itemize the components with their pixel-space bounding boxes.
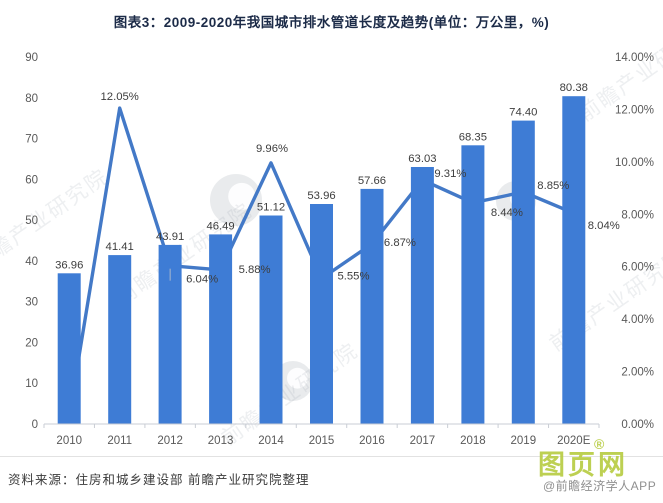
bar-value-label-2015: 53.96	[307, 190, 335, 202]
bar-value-label-2016: 57.66	[358, 175, 386, 187]
diagonal-watermark-text: 前瞻产业研究院	[112, 199, 257, 310]
right-axis: 0.00% 2.00% 4.00% 6.00% 8.00% 10.00% 12.00% 14.…	[615, 52, 654, 431]
growth-label-2013: 5.88%	[239, 264, 271, 276]
footer-divider	[0, 456, 663, 457]
growth-label-2018: 8.44%	[491, 207, 523, 219]
left-axis-tick-label: 40	[25, 256, 38, 268]
right-axis-tick-label: 6.00%	[621, 262, 654, 274]
left-axis-tick-label: 70	[25, 134, 38, 146]
tuyewang-logo-text: 图页网	[538, 450, 628, 480]
registered-mark: ®	[594, 436, 605, 452]
x-axis: 2010 2011 2012 2013 2014 2015 2016 2017 2018 2019…	[43, 423, 600, 447]
bar-value-label-2019: 74.40	[509, 107, 537, 119]
left-axis-tick-label: 60	[25, 174, 38, 186]
bar-2014	[259, 215, 283, 424]
bar-2019	[511, 120, 535, 424]
growth-label-2017: 9.31%	[434, 168, 466, 180]
bar-2013	[209, 234, 233, 424]
x-tick-label-2013: 2013	[208, 435, 234, 447]
bar-2010	[57, 273, 81, 424]
right-axis-tick-label: 2.00%	[621, 367, 654, 379]
watermark-logo-circle-cut	[287, 367, 308, 389]
bar-value-label-2012: 43.91	[156, 231, 184, 243]
right-axis-tick-label: 0.00%	[621, 419, 654, 431]
right-axis-tick-label: 8.00%	[621, 209, 654, 221]
growth-label-2014: 9.96%	[256, 143, 288, 155]
left-axis-tick-label: 50	[25, 215, 38, 227]
right-axis-tick-label: 4.00%	[621, 314, 654, 326]
bar-2011	[108, 255, 132, 424]
growth-label-2019: 8.85%	[537, 180, 569, 192]
left-axis-tick-label: 10	[25, 378, 38, 390]
watermark-logo-circle-cut	[228, 182, 256, 210]
x-tick-label-2017: 2017	[410, 435, 436, 447]
bar-2016	[360, 188, 384, 424]
bar-value-labels: 36.96 41.41 43.91 46.49 51.12 53.96 57.66 63.03…	[55, 82, 588, 271]
chart-title: 图表3：2009-2020年我国城市排水管道长度及趋势(单位：万公里，%)	[113, 15, 550, 30]
x-tick-label-2020E: 2020E	[557, 435, 591, 447]
right-axis-tick-label: 12.00%	[615, 104, 654, 116]
bar-value-label-2011: 41.41	[106, 241, 134, 253]
growth-label-2020E: 8.04%	[588, 220, 620, 232]
x-tick-label-2018: 2018	[460, 435, 486, 447]
right-axis-tick-label: 14.00%	[615, 52, 654, 64]
left-axis: 0 10 20 30 40 50 60 70 80 90	[25, 52, 38, 431]
bar-value-label-2018: 68.35	[459, 131, 487, 143]
growth-label-2011: 12.05%	[101, 91, 139, 103]
tuyewang-logo-watermark: ® 图页网	[538, 437, 658, 479]
left-axis-tick-label: 80	[25, 93, 38, 105]
bar-value-label-2017: 63.03	[408, 153, 436, 165]
bar-value-label-2014: 51.12	[257, 202, 285, 214]
x-tick-label-2010: 2010	[56, 435, 82, 447]
bar-series	[57, 96, 586, 425]
bar-2015	[310, 204, 333, 424]
bar-2012	[158, 244, 182, 424]
growth-label-2016: 6.87%	[384, 237, 416, 249]
diagonal-watermark-text: 前瞻产业研究院	[218, 339, 363, 450]
x-tick-label-2014: 2014	[258, 435, 284, 447]
left-axis-tick-label: 0	[32, 419, 38, 431]
x-tick-label-2011: 2011	[107, 435, 132, 447]
bar-value-label-2020E: 80.38	[560, 82, 588, 94]
growth-label-2015: 5.55%	[337, 271, 369, 283]
bar-value-label-2010: 36.96	[55, 259, 83, 271]
x-tick-label-2016: 2016	[359, 435, 385, 447]
left-axis-tick-label: 20	[25, 337, 38, 349]
x-tick-label-2012: 2012	[157, 435, 183, 447]
x-tick-label-2015: 2015	[309, 435, 335, 447]
bar-2020E	[562, 96, 586, 424]
qianzhan-app-credit: @前瞻经济学人APP	[543, 479, 657, 493]
left-axis-tick-label: 30	[25, 297, 38, 309]
left-axis-tick-label: 90	[25, 52, 38, 64]
source-note: 资料来源：住房和城乡建设部 前瞻产业研究院整理	[8, 473, 310, 487]
growth-label-2012: 6.04%	[186, 274, 218, 286]
bar-value-label-2013: 46.49	[206, 220, 234, 232]
bar-2018	[461, 145, 485, 425]
x-tick-label-2019: 2019	[511, 435, 537, 447]
line-value-labels: 12.05% 6.04% 5.88% 9.96% 5.55% 6.87% 9.31% 8.44…	[101, 91, 620, 286]
bar-2017	[410, 167, 434, 424]
right-axis-tick-label: 10.00%	[615, 157, 654, 169]
